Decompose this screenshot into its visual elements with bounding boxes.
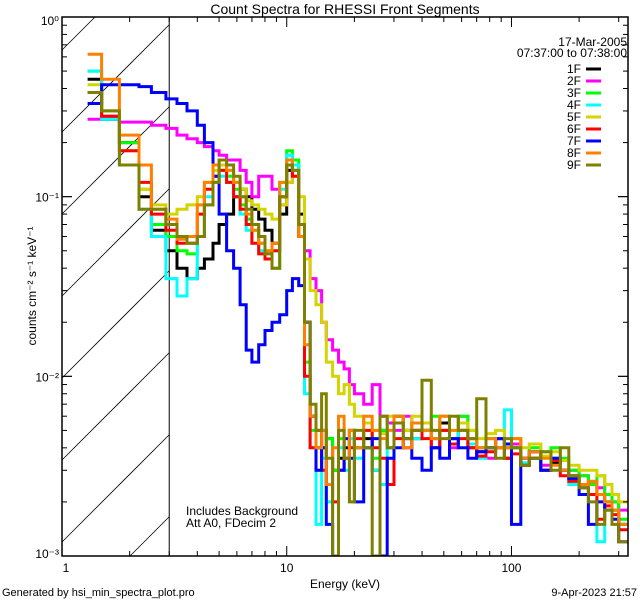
hatch-line bbox=[61, 270, 170, 379]
series-line-7F bbox=[87, 83, 628, 556]
annotation-background: Includes Background bbox=[186, 504, 298, 518]
hatch-line bbox=[129, 516, 170, 557]
annotation-attenuator: Att A0, FDecim 2 bbox=[186, 516, 276, 530]
legend-label-6F: 6F bbox=[567, 122, 581, 136]
legend-label-4F: 4F bbox=[567, 98, 581, 112]
legend-label-9F: 9F bbox=[567, 158, 581, 172]
y-tick-label: 10⁻² bbox=[35, 370, 59, 384]
legend-label-5F: 5F bbox=[567, 110, 581, 124]
x-axis-label: Energy (keV) bbox=[310, 577, 380, 591]
footer-generated-by: Generated by hsi_min_spectra_plot.pro bbox=[2, 587, 195, 599]
hatch-line bbox=[61, 106, 170, 215]
x-tick-label: 10 bbox=[280, 561, 294, 575]
y-tick-label: 10⁻³ bbox=[35, 547, 59, 561]
hatch-line bbox=[61, 434, 170, 543]
legend-label-2F: 2F bbox=[567, 74, 581, 88]
legend-label-1F: 1F bbox=[567, 62, 581, 76]
y-tick-label: 10⁰ bbox=[41, 14, 59, 28]
legend-time-range: 07:37:00 to 07:38:00 bbox=[517, 46, 627, 60]
series-layer bbox=[87, 52, 628, 556]
x-tick-label: 100 bbox=[501, 561, 521, 575]
chart-title: Count Spectra for RHESSI Front Segments bbox=[210, 1, 479, 17]
series-line-8F bbox=[87, 52, 628, 526]
plot-frame bbox=[61, 16, 629, 557]
series-line-4F bbox=[87, 69, 628, 556]
hatched-region bbox=[61, 16, 170, 557]
y-tick-label: 10⁻¹ bbox=[35, 191, 59, 205]
legend-label-8F: 8F bbox=[567, 146, 581, 160]
footer-timestamp: 9-Apr-2023 21:57 bbox=[551, 587, 637, 599]
legend-date: 17-Mar-2005 bbox=[558, 35, 627, 49]
hatch-line bbox=[61, 352, 170, 461]
hatch-line bbox=[61, 16, 96, 51]
series-line-9F bbox=[87, 91, 628, 556]
axis-ticks bbox=[61, 16, 628, 557]
legend-label-3F: 3F bbox=[567, 86, 581, 100]
y-axis-label: counts cm⁻² s⁻¹ keV⁻¹ bbox=[25, 226, 39, 345]
x-tick-label: 1 bbox=[63, 561, 70, 575]
axis-tick-labels: 1 10 100 10⁰ 10⁻¹ 10⁻² 10⁻³ bbox=[35, 14, 521, 575]
legend-label-7F: 7F bbox=[567, 134, 581, 148]
